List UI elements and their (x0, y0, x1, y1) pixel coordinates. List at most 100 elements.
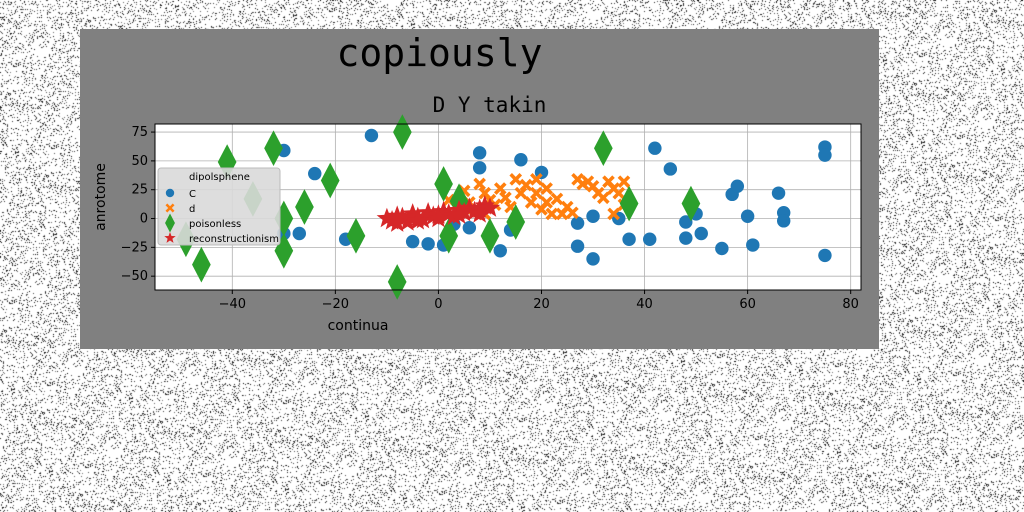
x-tick-label: 60 (739, 297, 756, 312)
y-axis-label: anrotome (93, 163, 109, 231)
data-point (402, 203, 423, 223)
data-point (499, 191, 512, 205)
data-point (493, 244, 507, 258)
data-point (292, 226, 307, 241)
data-point (462, 221, 477, 235)
series-reconstructionism (376, 195, 501, 232)
data-point (393, 114, 412, 150)
data-point (730, 179, 745, 193)
data-point (192, 246, 211, 283)
data-point (540, 196, 553, 209)
data-point (480, 217, 500, 254)
data-point (612, 186, 626, 200)
data-point (308, 166, 322, 181)
y-tick-label: 50 (131, 154, 148, 169)
data-point (617, 175, 631, 188)
data-point (364, 128, 379, 143)
legend-marker (165, 188, 175, 198)
data-point (540, 182, 553, 195)
legend-label: reconstructionism (189, 234, 279, 245)
data-point (622, 232, 636, 246)
x-tick-label: −40 (219, 297, 246, 312)
data-point (607, 207, 620, 221)
data-point (519, 178, 533, 192)
x-axis-label: continua (328, 318, 389, 334)
data-point (679, 215, 693, 229)
y-tick-label: −25 (121, 240, 148, 255)
data-point (459, 197, 480, 217)
data-point (619, 185, 639, 222)
y-tick-label: 0 (140, 212, 148, 227)
data-point (524, 196, 538, 209)
data-point (392, 206, 413, 227)
data-point (479, 197, 501, 217)
data-point (405, 234, 420, 249)
figure-title: copiously (336, 31, 543, 75)
y-tick-label: 75 (131, 125, 148, 140)
data-point (472, 161, 487, 175)
data-point (545, 207, 559, 221)
data-point (679, 231, 693, 245)
legend-marker (164, 232, 176, 243)
data-point (570, 239, 585, 253)
legend-label: d (189, 204, 195, 215)
data-point (746, 238, 760, 252)
data-point (740, 209, 755, 223)
data-point (417, 201, 439, 222)
x-tick-label: 40 (636, 297, 653, 312)
data-point (586, 252, 600, 266)
data-point (439, 217, 459, 254)
y-tick-label: −50 (121, 269, 148, 284)
data-point (514, 186, 528, 200)
data-point (681, 185, 701, 222)
data-point (550, 192, 564, 206)
data-point (776, 214, 791, 228)
y-tick-label: 25 (131, 183, 148, 198)
data-point (509, 173, 523, 186)
data-point (694, 226, 708, 241)
data-points (176, 114, 832, 300)
legend-box (157, 167, 281, 246)
legend-title: dipolsphene (189, 172, 250, 183)
data-point (818, 248, 832, 263)
data-point (421, 237, 435, 251)
data-point (663, 162, 678, 176)
data-point (514, 153, 528, 167)
data-point (642, 232, 657, 246)
x-tick-label: 0 (434, 297, 442, 312)
y-axis-ticks: −50 −25 0 25 50 75 (121, 125, 155, 284)
data-point (530, 173, 543, 186)
data-point (472, 146, 487, 160)
data-point (386, 212, 408, 232)
data-point (715, 241, 729, 256)
data-point (560, 200, 574, 214)
x-tick-label: 20 (533, 297, 550, 312)
data-point (434, 166, 453, 202)
data-point (346, 217, 366, 254)
data-point (586, 209, 600, 223)
x-axis-ticks: −40 −20 0 20 40 60 80 (219, 290, 859, 312)
data-point (469, 203, 490, 223)
data-point (387, 264, 407, 300)
legend-marker (165, 213, 175, 233)
data-point (274, 200, 294, 237)
legend: dipolsphene Cd poisonless reconstructionism (157, 167, 281, 246)
data-point (593, 130, 613, 167)
data-point (295, 189, 314, 225)
data-point (320, 162, 340, 199)
x-tick-label: −20 (322, 297, 349, 312)
data-point (771, 186, 786, 200)
data-point (648, 141, 662, 155)
data-point (597, 191, 610, 205)
data-point (473, 177, 486, 191)
data-point (264, 130, 283, 167)
x-tick-label: 80 (842, 297, 859, 312)
data-point (506, 204, 526, 240)
data-point (818, 148, 832, 162)
legend-label: poisonless (189, 219, 241, 230)
data-point (274, 232, 294, 269)
series-poisonless (176, 114, 701, 300)
data-point (493, 182, 507, 195)
legend-marker (165, 203, 175, 213)
